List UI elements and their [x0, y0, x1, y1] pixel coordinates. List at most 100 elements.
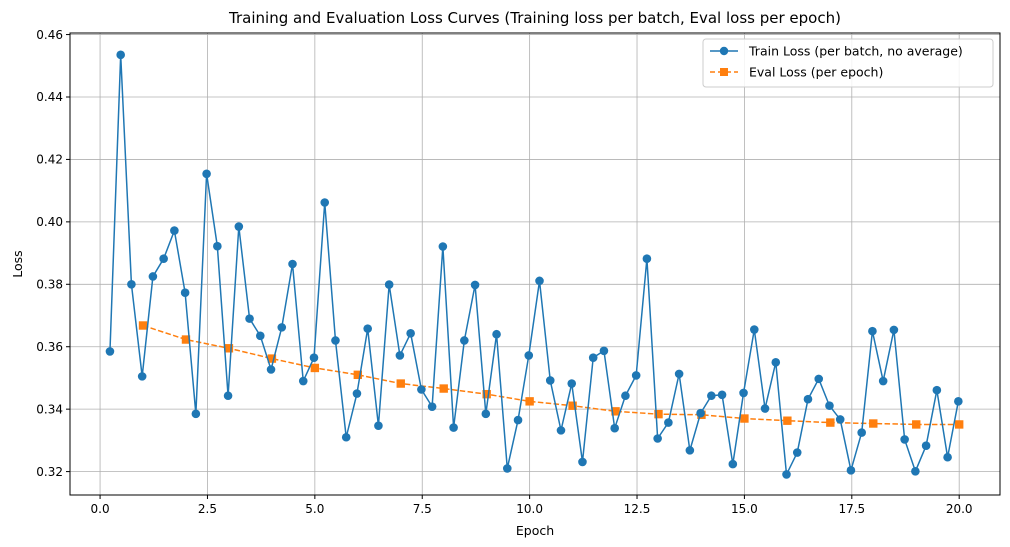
train-loss-point	[911, 466, 920, 476]
train-loss-point	[771, 358, 781, 367]
train-loss-point	[481, 409, 491, 419]
train-loss-point	[921, 441, 931, 450]
eval-loss-point	[568, 401, 577, 410]
train-loss-point	[567, 379, 577, 388]
legend-box	[702, 38, 994, 88]
train-loss-point	[159, 254, 168, 263]
train-loss-point	[417, 385, 426, 394]
eval-loss-point	[826, 418, 835, 427]
train-loss-point	[857, 428, 866, 437]
train-loss-point	[814, 374, 824, 384]
train-loss-point	[513, 415, 523, 425]
train-loss-point	[137, 372, 147, 381]
train-loss-point	[578, 457, 587, 467]
y-tick-label: 0.34	[36, 402, 63, 416]
train-loss-point	[288, 259, 297, 269]
x-tick-label: 7.5	[413, 502, 432, 516]
train-loss-point	[599, 346, 609, 356]
train-loss-point	[954, 397, 963, 406]
train-loss-point	[760, 404, 770, 413]
y-tick-label: 0.38	[36, 277, 63, 291]
train-loss-point	[825, 401, 834, 411]
train-loss-point	[245, 314, 254, 323]
train-loss-point	[728, 459, 738, 469]
x-tick-label: 2.5	[198, 502, 217, 516]
train-loss-point	[642, 254, 652, 263]
y-axis-ticks: 0.32 0.34 0.36 0.38 0.40 0.42 0.44 0.46	[36, 28, 70, 479]
train-loss-point	[492, 329, 501, 339]
train-loss-point	[803, 394, 813, 404]
train-loss-point	[374, 421, 383, 431]
chart-title: Training and Evaluation Loss Curves (Tra…	[228, 9, 841, 27]
train-loss-series	[105, 50, 963, 479]
x-tick-label: 15.0	[731, 502, 758, 516]
train-loss-point	[127, 279, 136, 289]
train-loss-point	[460, 336, 469, 345]
train-loss-point	[524, 351, 534, 360]
x-tick-label: 0.0	[91, 502, 110, 516]
legend-train-marker	[719, 46, 729, 56]
eval-loss-point	[353, 370, 363, 380]
train-loss-point	[674, 369, 684, 379]
train-loss-point	[213, 241, 222, 251]
train-loss-point	[900, 435, 909, 444]
eval-loss-point	[310, 363, 320, 373]
train-loss-point	[685, 446, 695, 455]
train-loss-point	[621, 391, 630, 401]
x-tick-label: 20.0	[946, 502, 973, 516]
eval-loss-series	[138, 321, 964, 429]
eval-loss-point	[912, 420, 921, 429]
eval-loss-point	[482, 389, 491, 399]
train-loss-point	[889, 325, 899, 335]
train-loss-point	[116, 50, 125, 60]
y-axis-label: Loss	[10, 250, 25, 277]
train-loss-point	[943, 452, 952, 462]
train-loss-point	[234, 222, 244, 231]
y-tick-label: 0.42	[36, 153, 63, 167]
eval-loss-line	[142, 324, 960, 426]
eval-loss-point	[525, 397, 534, 406]
train-loss-point	[664, 418, 673, 427]
train-loss-point	[868, 326, 877, 336]
grid	[70, 33, 1000, 495]
train-loss-point	[631, 371, 641, 380]
train-loss-point	[835, 415, 845, 424]
train-loss-point	[148, 272, 158, 281]
train-loss-point	[202, 169, 211, 179]
train-loss-point	[470, 280, 480, 290]
legend: Train Loss (per batch, no average) Eval …	[702, 38, 994, 88]
train-loss-point	[438, 242, 448, 251]
train-loss-point	[406, 329, 415, 338]
train-loss-point	[588, 353, 598, 362]
train-loss-point	[556, 426, 566, 435]
train-loss-point	[739, 388, 748, 398]
train-loss-point	[331, 336, 340, 345]
legend-eval-label: Eval Loss (per epoch)	[749, 65, 883, 80]
eval-loss-point	[611, 407, 620, 416]
eval-loss-point	[396, 379, 405, 388]
train-loss-point	[277, 323, 287, 332]
train-loss-point	[878, 376, 888, 386]
eval-loss-point	[954, 420, 964, 429]
eval-loss-point	[181, 335, 191, 344]
train-loss-point	[717, 390, 727, 400]
train-loss-point	[535, 276, 544, 286]
train-loss-point	[180, 288, 190, 298]
train-loss-point	[384, 280, 394, 289]
eval-loss-point	[267, 354, 277, 363]
train-loss-point	[223, 391, 233, 401]
y-tick-label: 0.44	[36, 90, 63, 104]
train-loss-point	[105, 347, 115, 356]
train-loss-point	[395, 351, 405, 360]
x-axis-label: Epoch	[516, 523, 554, 538]
y-tick-label: 0.46	[36, 28, 63, 42]
train-loss-point	[341, 432, 351, 442]
x-tick-label: 17.5	[838, 502, 865, 516]
eval-loss-point	[439, 384, 448, 393]
train-loss-point	[707, 391, 716, 401]
y-tick-label: 0.32	[36, 465, 63, 479]
x-tick-label: 12.5	[624, 502, 651, 516]
eval-loss-point	[740, 414, 749, 423]
eval-loss-point	[654, 409, 663, 419]
